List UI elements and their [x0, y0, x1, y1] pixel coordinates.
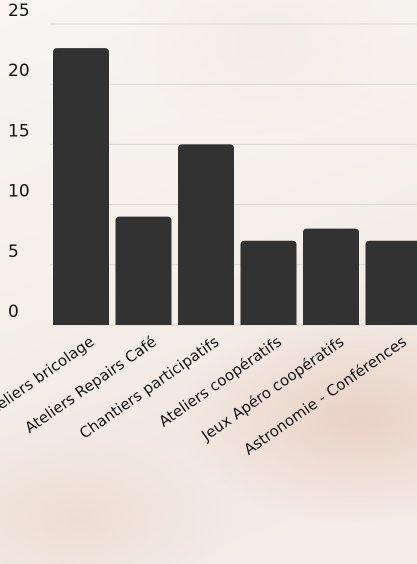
bars	[53, 48, 417, 325]
y-tick-label: 5	[8, 242, 19, 262]
y-tick-label: 15	[8, 121, 30, 141]
y-tick-label: 25	[8, 1, 30, 21]
bar	[53, 48, 109, 325]
bar	[303, 228, 359, 325]
bar	[240, 240, 297, 325]
bar	[115, 216, 172, 325]
y-tick-label: 10	[8, 182, 30, 202]
y-axis: 0 5 10 15 20 25	[8, 1, 30, 322]
y-tick-label: 0	[8, 302, 19, 322]
bar	[365, 240, 417, 325]
bar	[178, 144, 234, 325]
y-tick-label: 20	[8, 61, 30, 81]
